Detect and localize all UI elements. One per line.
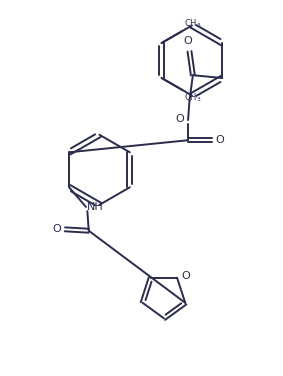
Text: O: O	[181, 271, 190, 281]
Text: O: O	[184, 36, 192, 46]
Text: NH: NH	[87, 202, 104, 212]
Text: CH$_3$: CH$_3$	[185, 17, 202, 30]
Text: O: O	[176, 114, 185, 124]
Text: O: O	[215, 135, 224, 145]
Text: CH$_3$: CH$_3$	[185, 91, 202, 104]
Text: O: O	[53, 224, 62, 234]
